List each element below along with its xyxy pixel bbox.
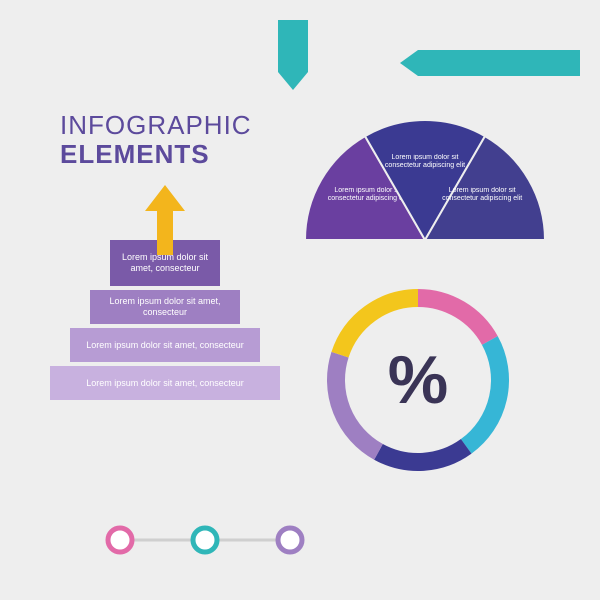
timeline-node [193,528,217,552]
pie-chart: Lorem ipsum dolor sit consectetur adipis… [300,110,550,240]
ring-segment [336,355,378,452]
percent-symbol: % [388,341,448,419]
percent-ring: % [318,280,518,480]
ring-segment [378,446,466,462]
ring-segment [466,340,500,446]
title-line-2: ELEMENTS [60,139,252,170]
pyramid-chart: Lorem ipsum dolor sit amet, consecteur Lo… [40,240,290,404]
pie-slice-label: Lorem ipsum dolor sit consectetur adipis… [383,154,467,170]
pyramid-arrow-icon [145,185,185,255]
timeline-node [108,528,132,552]
timeline [100,520,310,560]
ring-segment [418,298,490,340]
ribbon-down-icon [278,20,308,90]
infographic-stage: INFOGRAPHIC ELEMENTS Lorem ipsum dolor s… [0,0,600,600]
pyramid-level: Lorem ipsum dolor sit amet, consecteur [50,366,280,400]
pyramid-level: Lorem ipsum dolor sit amet, consecteur [70,328,260,362]
pie-slice-label: Lorem ipsum dolor sit consectetur adipis… [440,187,524,203]
ribbon-left-icon [400,50,580,76]
title-block: INFOGRAPHIC ELEMENTS [60,110,252,170]
timeline-node [278,528,302,552]
pyramid-level: Lorem ipsum dolor sit amet, consecteur [90,290,240,324]
title-line-1: INFOGRAPHIC [60,110,252,141]
